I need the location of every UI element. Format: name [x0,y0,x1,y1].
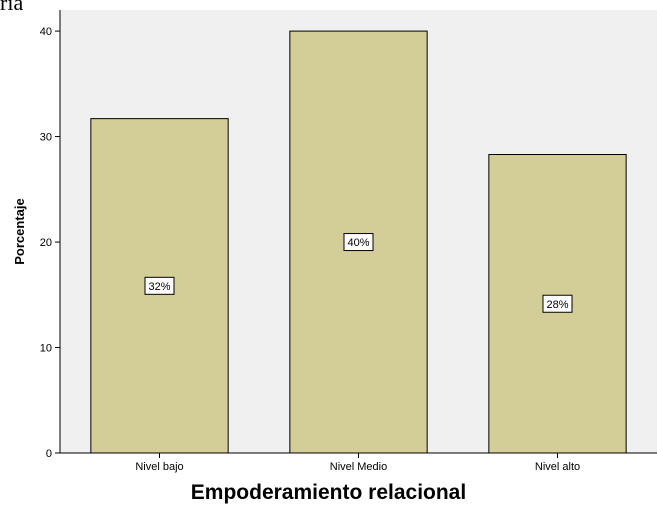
data-label: 40% [347,237,369,249]
y-tick-label: 30 [40,132,52,144]
x-tick-label: Nivel bajo [135,461,183,473]
top-text-fragment: ría [0,0,24,15]
data-label-box [144,276,175,295]
y-axis-label: Porcentaje [12,198,27,264]
data-label: 28% [546,299,568,311]
x-tick-label: Nivel Medio [330,461,387,473]
y-tick-label: 40 [40,26,52,38]
y-tick-label: 20 [40,237,52,249]
x-tick-label: Nivel alto [535,461,580,473]
y-tick-label: 10 [40,343,52,355]
x-axis-label: Empoderamiento relacional [191,481,466,504]
y-tick-label: 0 [46,448,52,460]
data-label-box [343,233,374,252]
data-label: 32% [148,281,170,293]
data-labels: 32% 40% 28% [144,233,573,313]
y-axis: 0 10 20 30 40 [40,10,61,460]
data-label-box [542,294,573,313]
x-axis: Nivel bajo Nivel Medio Nivel alto [60,452,657,473]
